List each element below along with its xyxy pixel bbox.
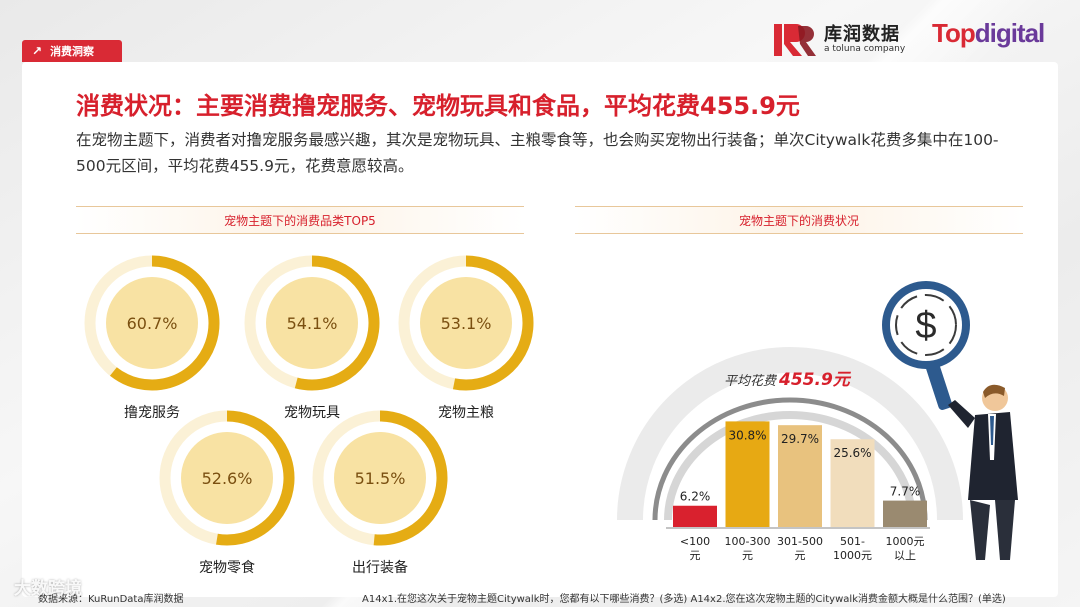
arrow-up-right-icon: ↗ [32,44,43,58]
donut-category-label: 宠物零食 [199,559,255,576]
bar [830,439,875,527]
donut-value-label: 60.7% [127,314,178,333]
magnifier-icon [882,281,970,369]
avg-spend-label: 平均花费 [724,374,777,389]
kurun-logo-cn: 库润数据 [824,23,900,45]
bar-value-label: 7.7% [890,485,921,499]
topdigital-logo: Topdigital [932,18,1046,49]
donut-category-label: 宠物主粮 [438,405,494,421]
kurun-logo-en: a toluna company [824,43,906,54]
inner-arc [664,411,916,521]
donut-category-label: 宠物玩具 [284,405,340,421]
bar [673,505,717,527]
bar [883,500,927,527]
bar [778,425,822,527]
donut-value-label: 51.5% [355,469,406,488]
bar-value-label: 29.7% [781,432,819,446]
donut-value-label: 52.6% [202,469,253,488]
page-description: 在宠物主题下，消费者对撸宠服务最感兴趣，其次是宠物玩具、主粮零食等，也会购买宠物… [76,131,999,175]
watermark: 大数跨境 [14,579,82,599]
bar-value-label: 25.6% [833,446,871,460]
data-source: 数据来源：KuRunData库润数据 [38,594,184,605]
bar [725,421,770,527]
spending-bar-chart: 6.2%<100元30.8%100-300元29.7%301-500元25.6%… [666,421,930,562]
donut-value-label: 53.1% [441,314,492,333]
bar-category-label: 301-500 [777,535,823,548]
donut-arc [294,255,380,391]
bar-category-label: 以上 [894,549,916,562]
donut-center [106,277,198,369]
bar-category-label: <100 [680,535,710,548]
kurun-logo: 库润数据 a toluna company [772,20,905,60]
donut-center [266,277,358,369]
bar-value-label: 6.2% [680,490,711,504]
donut-arc [216,410,295,546]
section-tag: ↗ 消费洞察 [22,40,122,62]
spending-illustration: $ 平均花费 455.9元 [617,281,1018,560]
donut-charts: 60.7% 撸宠服务 54.1% 宠物玩具 53.1% 宠物主粮 52.6% 宠物零食 51.5… [84,255,534,576]
magnifier-handle-icon [925,362,953,410]
left-section-title: 宠物主题下的消费品类TOP5 [76,206,524,234]
bar-category-label: 100-300 [725,535,771,548]
page-title: 消费状况：主要消费撸宠服务、宠物玩具和食品，平均花费455.9元 [76,92,800,120]
bar-category-label: 元 [795,549,806,562]
bar-category-label: 1000元 [886,535,925,548]
donut-arc [452,255,534,391]
donut-value-label: 54.1% [287,314,338,333]
donut-arc [109,255,220,391]
donut-center [181,432,273,524]
bar-category-label: 元 [742,549,753,562]
outer-arc [617,347,963,521]
kurun-logo-mark [774,24,816,56]
bar-value-label: 30.8% [728,428,766,442]
donut-center [334,432,426,524]
donut-category-label: 撸宠服务 [124,405,180,421]
middle-arc [652,397,928,521]
bar-category-label: 1000元 [833,549,872,562]
bar-category-label: 501- [840,535,865,548]
coin-ring-icon [895,294,957,356]
section-tag-label: 消费洞察 [50,45,95,58]
donut-center [420,277,512,369]
survey-question: A14x1.在您这次关于宠物主题Citywalk时，您都有以下哪些消费？(多选)… [362,594,1006,605]
dollar-icon: $ [915,305,936,347]
donut-arc [373,410,448,546]
topdigital-logo-top: Top [932,18,976,48]
right-section-title: 宠物主题下的消费状况 [575,206,1023,234]
donut-category-label: 出行装备 [352,559,408,576]
topdigital-logo-digital: digital [974,18,1046,48]
bar-category-label: 元 [690,549,701,562]
avg-spend-value: 455.9元 [778,370,852,390]
